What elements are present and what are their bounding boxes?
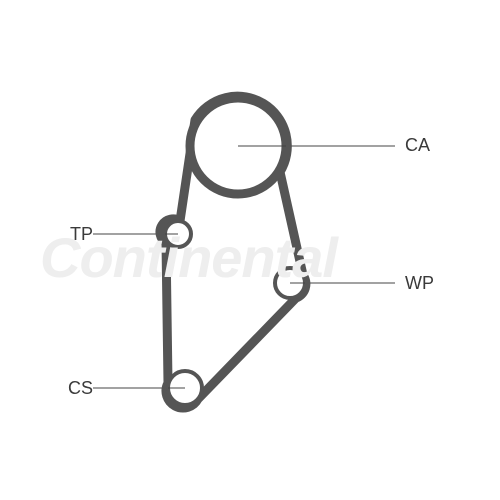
label-tp: TP xyxy=(70,224,93,245)
label-ca: CA xyxy=(405,135,430,156)
label-cs: CS xyxy=(68,378,93,399)
label-wp: WP xyxy=(405,273,434,294)
belt-diagram xyxy=(0,0,500,500)
